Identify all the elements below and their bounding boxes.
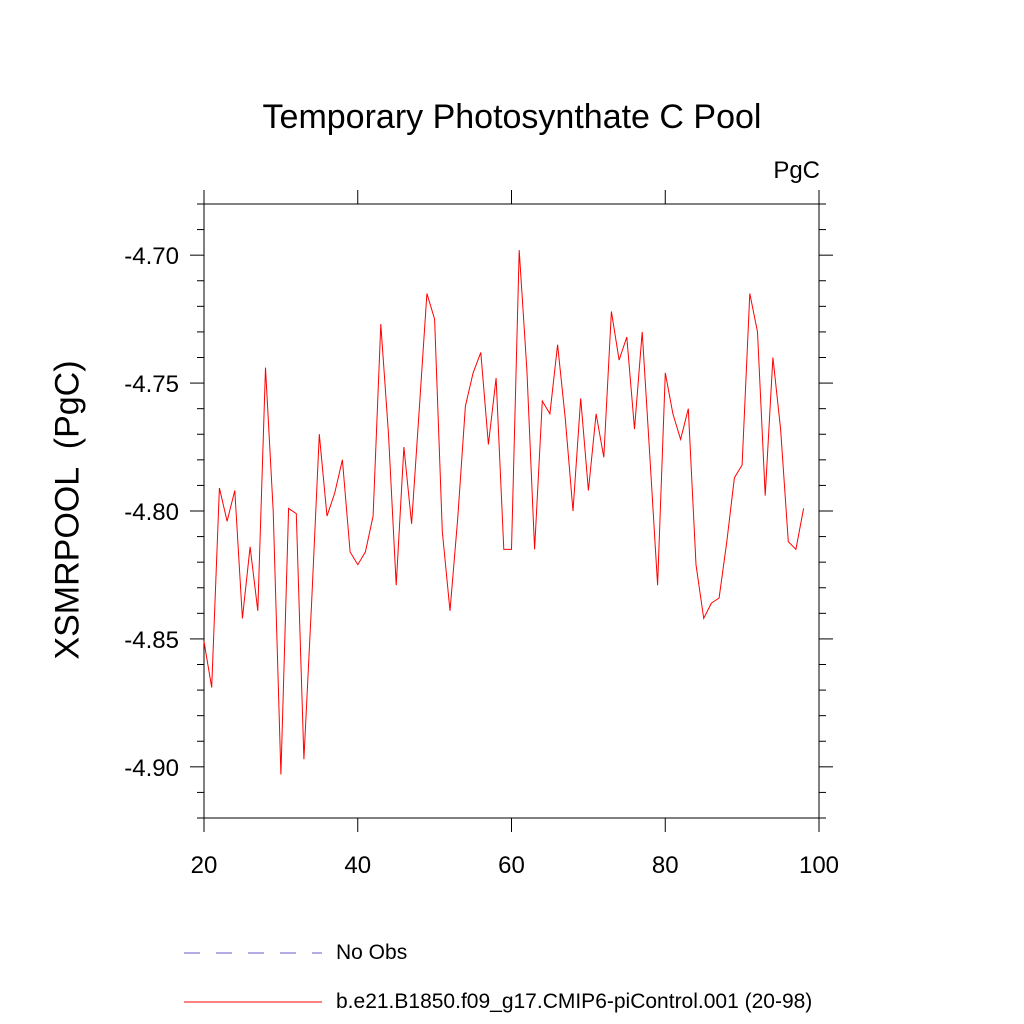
y-tick-label: -4.75 — [124, 371, 179, 398]
chart-title: Temporary Photosynthate C Pool — [262, 98, 762, 136]
y-tick-label: -4.85 — [124, 627, 179, 654]
units-label: PgC — [773, 157, 820, 184]
y-tick-label: -4.90 — [124, 755, 179, 782]
x-tick-label: 80 — [652, 852, 679, 879]
x-tick-label: 20 — [191, 852, 218, 879]
series-line — [203, 250, 805, 775]
y-tick-label: -4.80 — [124, 499, 179, 526]
y-axis-label: XSMRPOOL (PgC) — [48, 360, 87, 660]
x-tick-label: 60 — [498, 852, 525, 879]
axes: 20 40 60 80 100 -4.90 -4.85 -4.80 -4.75 -4.70 — [124, 190, 839, 879]
legend-label-no-obs: No Obs — [336, 941, 408, 964]
x-tick-label: 40 — [344, 852, 371, 879]
plot-frame — [203, 203, 820, 819]
y-tick-label: -4.70 — [124, 243, 179, 270]
x-tick-label: 100 — [799, 852, 839, 879]
legend-label-model-run: b.e21.B1850.f09_g17.CMIP6-piControl.001 … — [336, 990, 813, 1013]
series-layer — [203, 250, 805, 775]
legend — [184, 952, 322, 1003]
